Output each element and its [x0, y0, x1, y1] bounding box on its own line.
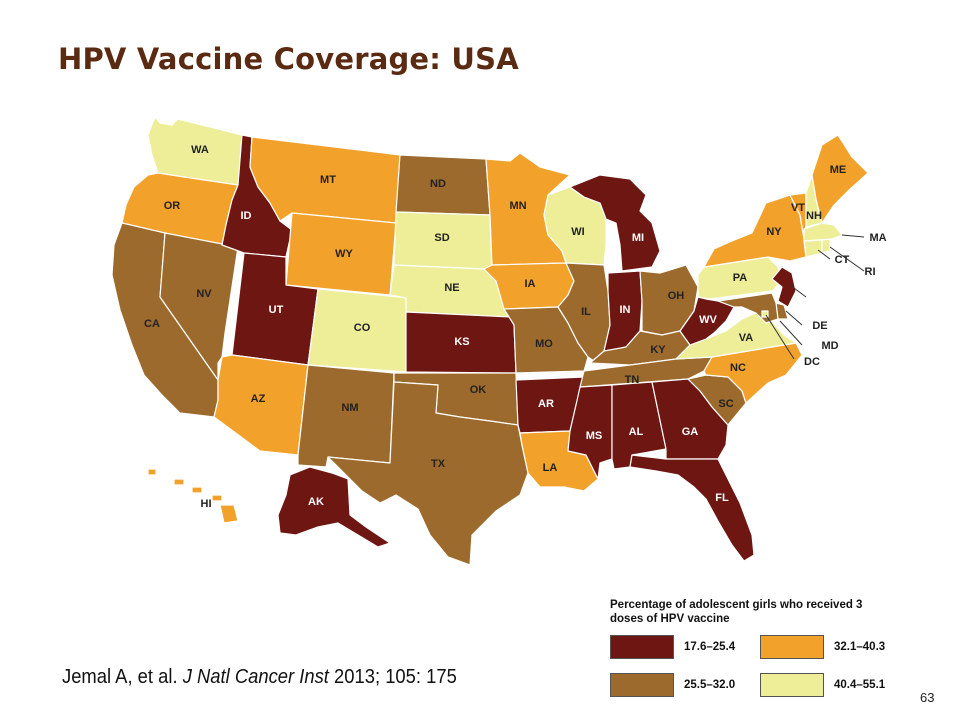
legend-title: Percentage of adolescent girls who recei… [610, 599, 863, 625]
legend-label-c4: 40.4–55.1 [834, 679, 886, 691]
page-number: 63 [920, 690, 935, 705]
state-label-wi: WI [571, 226, 584, 238]
state-label-nh: NH [806, 210, 822, 222]
state-HI [147, 468, 239, 524]
citation-details: 2013; 105: 175 [334, 666, 457, 688]
state-MI [569, 174, 661, 272]
state-label-mo: MO [535, 338, 553, 350]
state-label-va: VA [739, 332, 754, 344]
state-label-ct: CT [835, 254, 850, 266]
state-VA [675, 312, 797, 360]
state-label-ga: GA [682, 426, 699, 438]
state-label-ky: KY [650, 344, 666, 356]
citation-authors: Jemal A, et al. [62, 666, 178, 688]
legend-swatch-c1 [610, 635, 674, 659]
state-label-mt: MT [320, 174, 336, 186]
state-label-wy: WY [335, 248, 353, 260]
state-label-nv: NV [196, 288, 212, 300]
legend-item-c3: 32.1–40.3 [760, 634, 910, 660]
state-label-az: AZ [251, 393, 266, 405]
state-label-mn: MN [509, 200, 526, 212]
state-label-in: IN [620, 304, 631, 316]
state-label-ca: CA [144, 318, 160, 330]
legend-grid: 17.6–25.4 32.1–40.3 25.5–32.0 40.4–55.1 [610, 634, 910, 704]
slide-title: HPV Vaccine Coverage: USA [58, 42, 519, 76]
state-label-ks: KS [454, 336, 469, 348]
state-label-ny: NY [766, 226, 782, 238]
state-label-or: OR [164, 200, 181, 212]
legend-swatch-c2 [610, 673, 674, 697]
legend-swatch-c4 [760, 673, 824, 697]
state-label-me: ME [830, 164, 847, 176]
us-map: WA OR CA NV ID MT WY UT AZ CO NM ND SD NE KS OK TX MN IA MO… [100, 95, 890, 585]
state-TX [327, 381, 529, 566]
state-label-tx: TX [431, 458, 446, 470]
us-map-svg: WA OR CA NV ID MT WY UT AZ CO NM ND SD NE KS OK TX MN IA MO… [111, 116, 887, 566]
state-label-fl: FL [715, 492, 729, 504]
state-label-nj: NJ [825, 292, 839, 304]
state-CT [803, 239, 823, 258]
state-label-ok: OK [470, 384, 487, 396]
citation: Jemal A, et al. J Natl Cancer Inst 2013;… [62, 666, 457, 689]
state-label-nm: NM [341, 402, 358, 414]
state-NV [159, 232, 239, 381]
legend-swatch-c3 [760, 635, 824, 659]
state-label-hi: HI [201, 498, 212, 510]
citation-journal: J Natl Cancer Inst [182, 666, 329, 688]
state-label-ne: NE [444, 282, 459, 294]
state-NJ [771, 266, 797, 308]
state-label-ar: AR [538, 398, 554, 410]
state-FL [629, 454, 755, 562]
state-AZ [213, 354, 309, 456]
state-label-sc: SC [718, 398, 733, 410]
legend-item-c4: 40.4–55.1 [760, 672, 910, 698]
map-legend: Percentage of adolescent girls who recei… [610, 598, 910, 704]
state-label-il: IL [581, 306, 591, 318]
state-label-id: ID [241, 210, 252, 222]
state-label-ma: MA [869, 232, 886, 244]
state-label-tn: TN [625, 374, 640, 386]
state-label-nc: NC [730, 362, 746, 374]
state-ME [811, 134, 869, 224]
state-label-ak: AK [308, 496, 324, 508]
state-label-ri: RI [865, 266, 876, 278]
state-label-md: MD [821, 340, 838, 352]
state-label-ms: MS [586, 430, 603, 442]
state-label-nd: ND [430, 178, 446, 190]
state-RI [821, 238, 831, 254]
callout-lines [765, 234, 865, 360]
state-label-oh: OH [668, 290, 685, 302]
state-label-ia: IA [525, 278, 536, 290]
state-AK [277, 466, 391, 548]
legend-item-c2: 25.5–32.0 [610, 672, 760, 698]
state-label-de: DE [812, 320, 827, 332]
state-label-wa: WA [191, 144, 209, 156]
legend-label-c2: 25.5–32.0 [684, 679, 736, 691]
state-label-vt: VT [791, 202, 805, 214]
state-label-la: LA [543, 462, 558, 474]
state-label-sd: SD [434, 232, 449, 244]
legend-label-c3: 32.1–40.3 [834, 641, 886, 653]
legend-label-c1: 17.6–25.4 [684, 641, 736, 653]
legend-item-c1: 17.6–25.4 [610, 634, 760, 660]
state-NM [297, 364, 395, 468]
state-label-al: AL [629, 426, 644, 438]
state-label-ut: UT [269, 304, 284, 316]
state-label-wv: WV [699, 314, 717, 326]
state-label-dc: DC [804, 356, 820, 368]
state-label-co: CO [354, 322, 371, 334]
state-label-pa: PA [733, 272, 748, 284]
state-label-mi: MI [632, 232, 644, 244]
